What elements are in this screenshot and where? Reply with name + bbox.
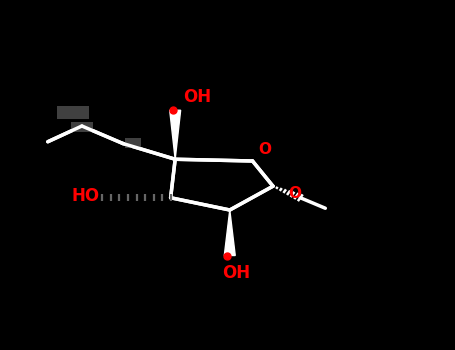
FancyBboxPatch shape bbox=[71, 122, 93, 132]
FancyBboxPatch shape bbox=[125, 138, 141, 148]
Text: HO: HO bbox=[72, 187, 100, 205]
Text: OH: OH bbox=[222, 264, 251, 282]
Text: O: O bbox=[288, 186, 301, 201]
Text: O: O bbox=[258, 142, 271, 158]
Text: OH: OH bbox=[183, 88, 212, 106]
FancyBboxPatch shape bbox=[57, 106, 89, 119]
Polygon shape bbox=[224, 210, 235, 256]
Polygon shape bbox=[170, 110, 181, 159]
